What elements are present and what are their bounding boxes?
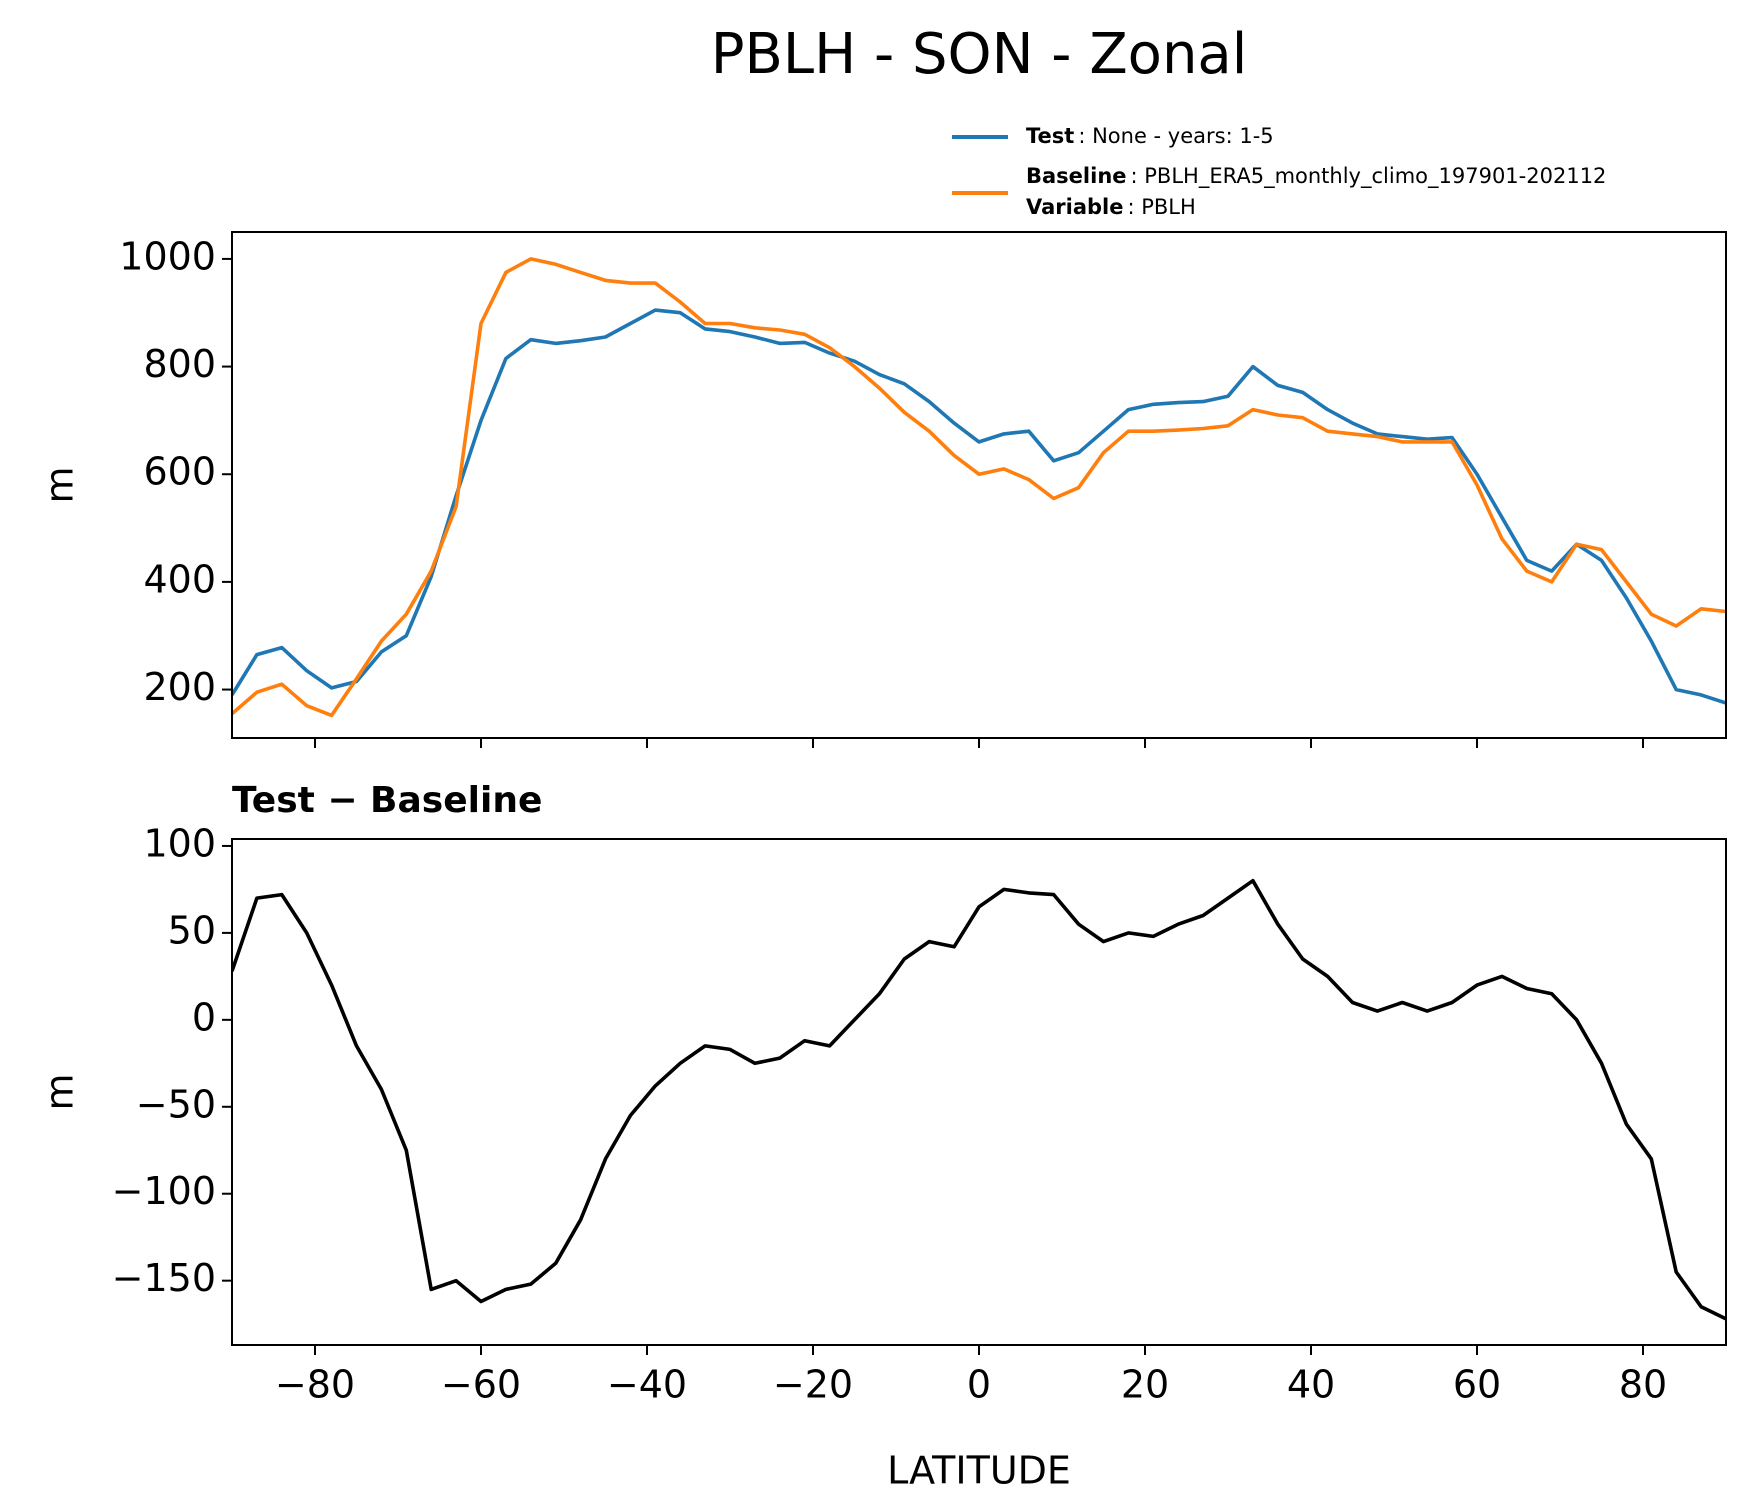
x-tick-label: −40	[607, 1363, 687, 1407]
y-tick-label: 0	[192, 995, 216, 1039]
y-tick-label: −100	[112, 1169, 216, 1213]
data-line	[232, 308, 1726, 705]
plot-area	[232, 878, 1726, 1321]
legend-name: Variable	[1026, 195, 1123, 219]
x-tick-label: −60	[441, 1363, 521, 1407]
y-axis-label: m	[38, 1073, 82, 1110]
x-axis-label: LATITUDE	[887, 1449, 1071, 1493]
plot-area	[232, 257, 1726, 718]
y-tick-label: −50	[136, 1082, 216, 1126]
x-tick-label: 0	[967, 1363, 991, 1407]
y-tick-label: 600	[143, 450, 216, 494]
y-tick-label: −150	[112, 1256, 216, 1300]
y-tick-label: 100	[143, 821, 216, 865]
legend-name: Test	[1026, 124, 1074, 148]
legend-entry: Variable: PBLH	[1026, 195, 1196, 219]
x-tick-label: −80	[275, 1363, 355, 1407]
axes-frame	[231, 231, 1727, 739]
y-tick-label: 200	[143, 665, 216, 709]
y-axis-label: m	[38, 466, 82, 503]
axes-frame	[231, 838, 1727, 1346]
legend-detail: : PBLH_ERA5_monthly_climo_197901-202112	[1131, 164, 1607, 189]
y-tick-label: 800	[143, 342, 216, 386]
y-tick-label: 400	[143, 557, 216, 601]
x-tick-label: 40	[1287, 1363, 1335, 1407]
data-line	[232, 878, 1726, 1321]
legend-detail: : PBLH	[1127, 195, 1195, 219]
legend-entry: Test: None - years: 1-5	[1026, 124, 1274, 148]
x-tick-label: 80	[1619, 1363, 1667, 1407]
legend-entry: Baseline: PBLH_ERA5_monthly_climo_197901…	[1026, 164, 1606, 189]
x-tick-label: −20	[773, 1363, 853, 1407]
data-line	[232, 257, 1726, 718]
figure-title: PBLH - SON - Zonal	[711, 22, 1248, 87]
subplot-title: Test − Baseline	[232, 780, 542, 821]
x-tick-label: 60	[1453, 1363, 1501, 1407]
legend-name: Baseline	[1026, 164, 1127, 188]
x-tick-label: 20	[1121, 1363, 1169, 1407]
y-tick-label: 1000	[119, 234, 216, 278]
y-tick-label: 50	[168, 908, 216, 952]
legend-detail: : None - years: 1-5	[1078, 124, 1273, 148]
